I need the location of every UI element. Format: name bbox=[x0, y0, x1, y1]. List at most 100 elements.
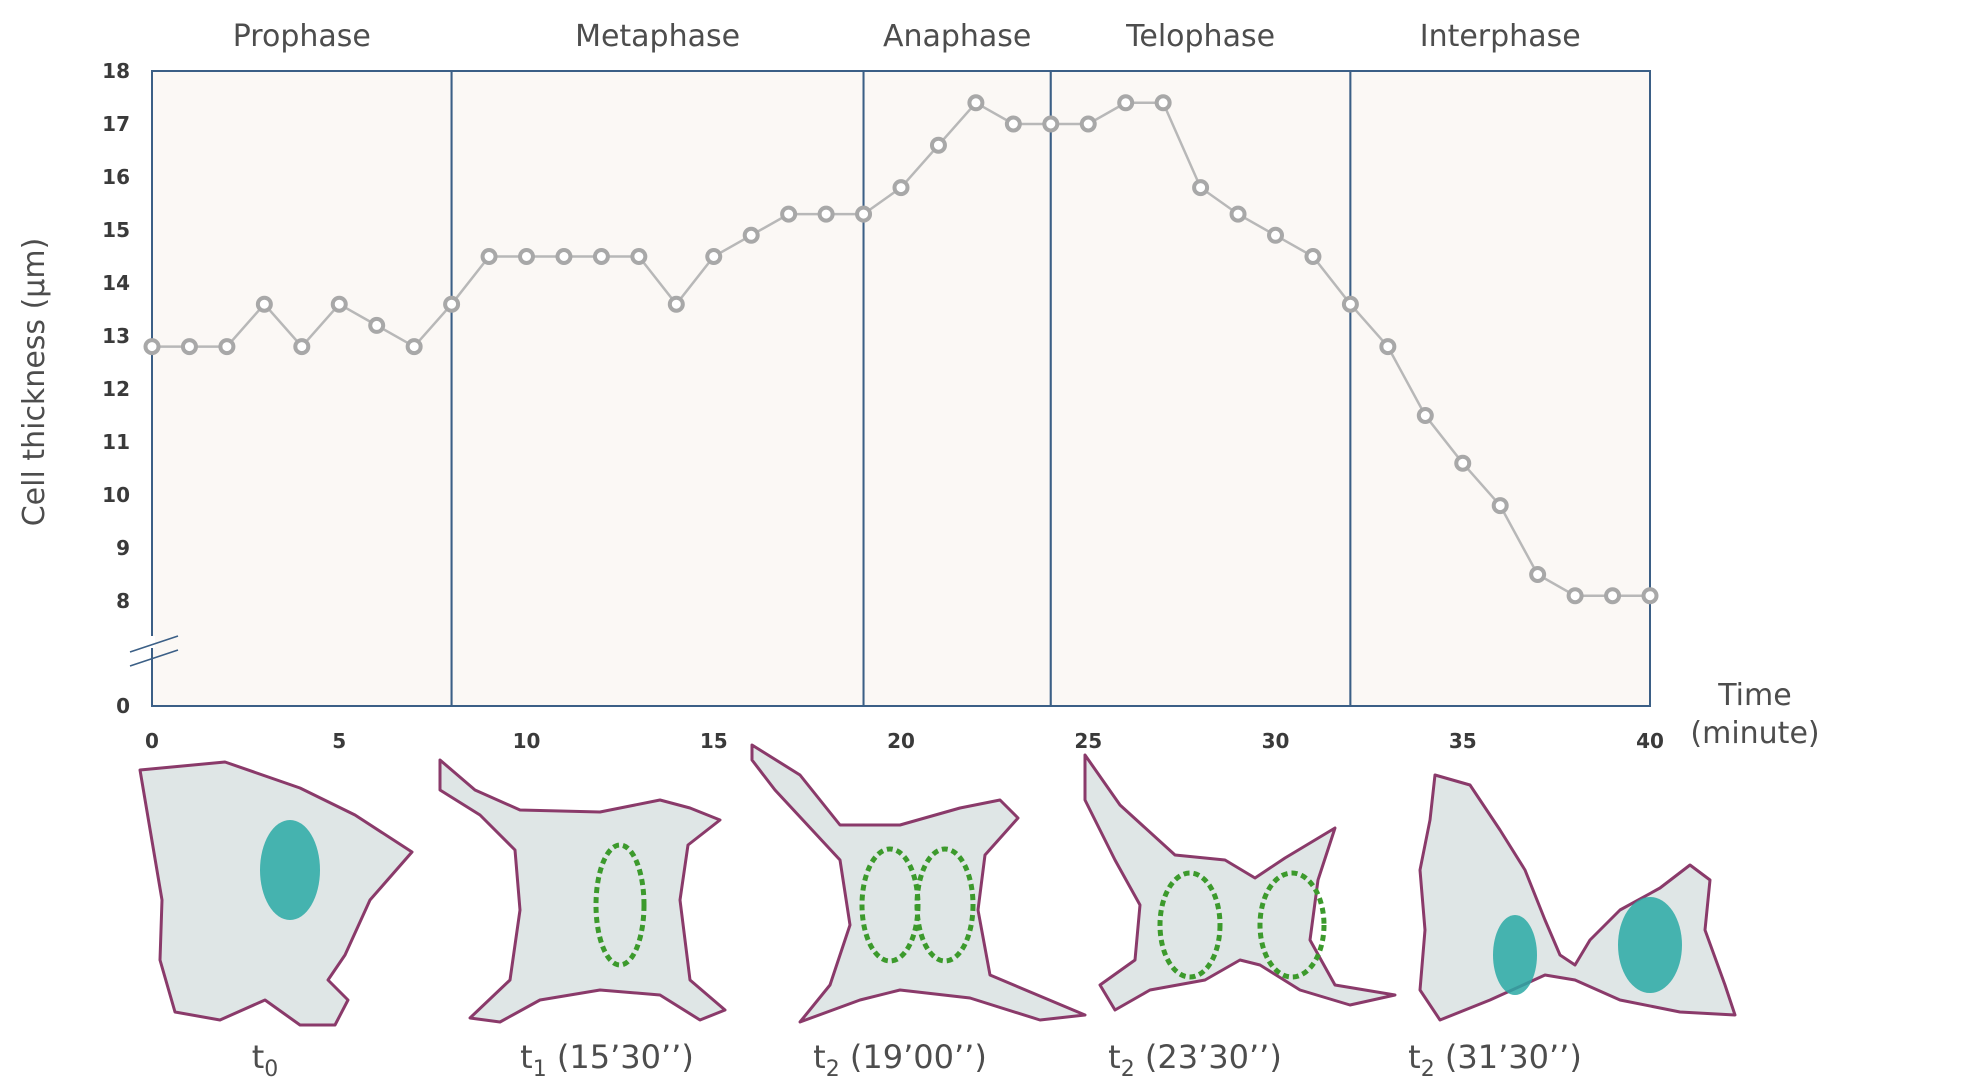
data-point bbox=[929, 136, 947, 154]
y-tick-label: 9 bbox=[116, 536, 130, 560]
data-point bbox=[1004, 115, 1022, 133]
phase-label-interphase: Interphase bbox=[1420, 19, 1581, 54]
data-point bbox=[1454, 454, 1472, 472]
x-tick-label: 10 bbox=[513, 729, 541, 753]
data-point bbox=[1304, 248, 1322, 265]
x-axis-title: Time bbox=[1717, 678, 1791, 713]
x-axis-title: (minute) bbox=[1690, 716, 1819, 751]
cell-outline bbox=[1083, 753, 1397, 1012]
y-tick-label: 8 bbox=[116, 589, 130, 613]
data-point bbox=[1079, 115, 1097, 133]
data-point bbox=[742, 226, 760, 244]
phase-label-anaphase: Anaphase bbox=[883, 19, 1031, 54]
cell-micrograph-1 bbox=[438, 758, 727, 1024]
data-point bbox=[667, 295, 685, 313]
image-caption: t2 (19’00’’) bbox=[813, 1038, 987, 1082]
data-point bbox=[630, 248, 648, 265]
phase-label-prophase: Prophase bbox=[233, 19, 371, 54]
cell-micrograph-2 bbox=[750, 743, 1087, 1024]
data-point bbox=[705, 248, 723, 265]
phase-region-interphase bbox=[1349, 70, 1652, 707]
cell-micrograph-3 bbox=[1083, 753, 1397, 1012]
phase-region-telophase bbox=[1049, 70, 1352, 707]
y-tick-label: 0 bbox=[116, 694, 130, 718]
x-tick-label: 35 bbox=[1449, 729, 1477, 753]
y-tick-label: 16 bbox=[102, 165, 130, 189]
data-point bbox=[1379, 338, 1397, 356]
phase-label-telophase: Telophase bbox=[1125, 19, 1275, 54]
data-point bbox=[817, 205, 835, 223]
y-axis-break-gap bbox=[149, 636, 155, 648]
data-point bbox=[1529, 566, 1547, 583]
y-axis-title: Cell thickness (µm) bbox=[17, 238, 52, 527]
chromosome-blob bbox=[1257, 870, 1327, 980]
data-point bbox=[1154, 94, 1172, 112]
data-point bbox=[218, 338, 236, 356]
data-point bbox=[180, 338, 198, 356]
data-point bbox=[1566, 587, 1584, 605]
cell-outline bbox=[1418, 773, 1737, 1022]
y-tick-label: 14 bbox=[102, 271, 130, 295]
data-point bbox=[592, 248, 610, 265]
x-tick-label: 30 bbox=[1262, 729, 1290, 753]
phase-region-metaphase bbox=[450, 70, 865, 707]
data-point bbox=[1042, 115, 1060, 133]
data-point bbox=[1604, 587, 1622, 605]
chromosome-blob bbox=[1157, 870, 1223, 980]
data-point bbox=[368, 316, 386, 334]
data-point bbox=[555, 248, 573, 265]
data-point bbox=[1192, 179, 1210, 197]
chromosome-blob bbox=[593, 842, 647, 968]
cell-outline bbox=[438, 758, 727, 1024]
cell-micrograph-0 bbox=[138, 760, 414, 1027]
data-point bbox=[518, 248, 535, 265]
chromosome-blob bbox=[914, 846, 976, 964]
data-point bbox=[255, 295, 273, 313]
data-point bbox=[1416, 407, 1434, 424]
y-tick-label: 10 bbox=[102, 483, 130, 507]
data-point bbox=[143, 338, 161, 356]
data-point bbox=[330, 295, 348, 313]
phase-region-anaphase bbox=[862, 70, 1052, 707]
y-axis-break-mark bbox=[129, 649, 179, 667]
x-tick-label: 25 bbox=[1074, 729, 1102, 753]
y-tick-label: 18 bbox=[102, 59, 130, 83]
data-point bbox=[405, 338, 423, 356]
data-point bbox=[443, 295, 461, 313]
x-tick-label: 20 bbox=[887, 729, 915, 753]
phase-label-metaphase: Metaphase bbox=[575, 19, 740, 54]
nucleus-blob bbox=[1618, 897, 1682, 993]
data-point bbox=[967, 94, 985, 112]
cell-outline bbox=[750, 743, 1087, 1024]
y-tick-label: 11 bbox=[102, 430, 130, 454]
y-axis-break-mark bbox=[129, 635, 179, 653]
data-point bbox=[1641, 587, 1659, 605]
x-tick-label: 15 bbox=[700, 729, 728, 753]
data-point bbox=[780, 205, 798, 223]
data-point bbox=[855, 205, 873, 223]
data-point bbox=[480, 248, 498, 265]
x-tick-label: 40 bbox=[1636, 729, 1664, 753]
y-tick-label: 15 bbox=[102, 218, 130, 242]
y-tick-label: 13 bbox=[102, 324, 130, 348]
data-point bbox=[1229, 205, 1247, 223]
phase-region-prophase bbox=[151, 70, 453, 707]
x-tick-label: 0 bbox=[145, 729, 159, 753]
data-point bbox=[1341, 295, 1359, 313]
data-point bbox=[892, 179, 910, 197]
data-point bbox=[1117, 94, 1135, 112]
y-tick-label: 17 bbox=[102, 112, 130, 136]
image-caption: t2 (23’30’’) bbox=[1108, 1038, 1282, 1082]
image-caption: t1 (15’30’’) bbox=[520, 1038, 694, 1082]
cell-micrograph-4 bbox=[1418, 773, 1737, 1022]
image-caption: t2 (31’30’’) bbox=[1408, 1038, 1582, 1082]
nucleus-blob bbox=[1493, 915, 1537, 995]
image-caption: t0 bbox=[252, 1038, 279, 1082]
data-point bbox=[1267, 226, 1284, 244]
x-tick-label: 5 bbox=[332, 729, 346, 753]
y-tick-label: 12 bbox=[102, 377, 130, 401]
nucleus-blob bbox=[260, 820, 320, 920]
data-point bbox=[293, 338, 311, 356]
data-point bbox=[1491, 497, 1509, 515]
